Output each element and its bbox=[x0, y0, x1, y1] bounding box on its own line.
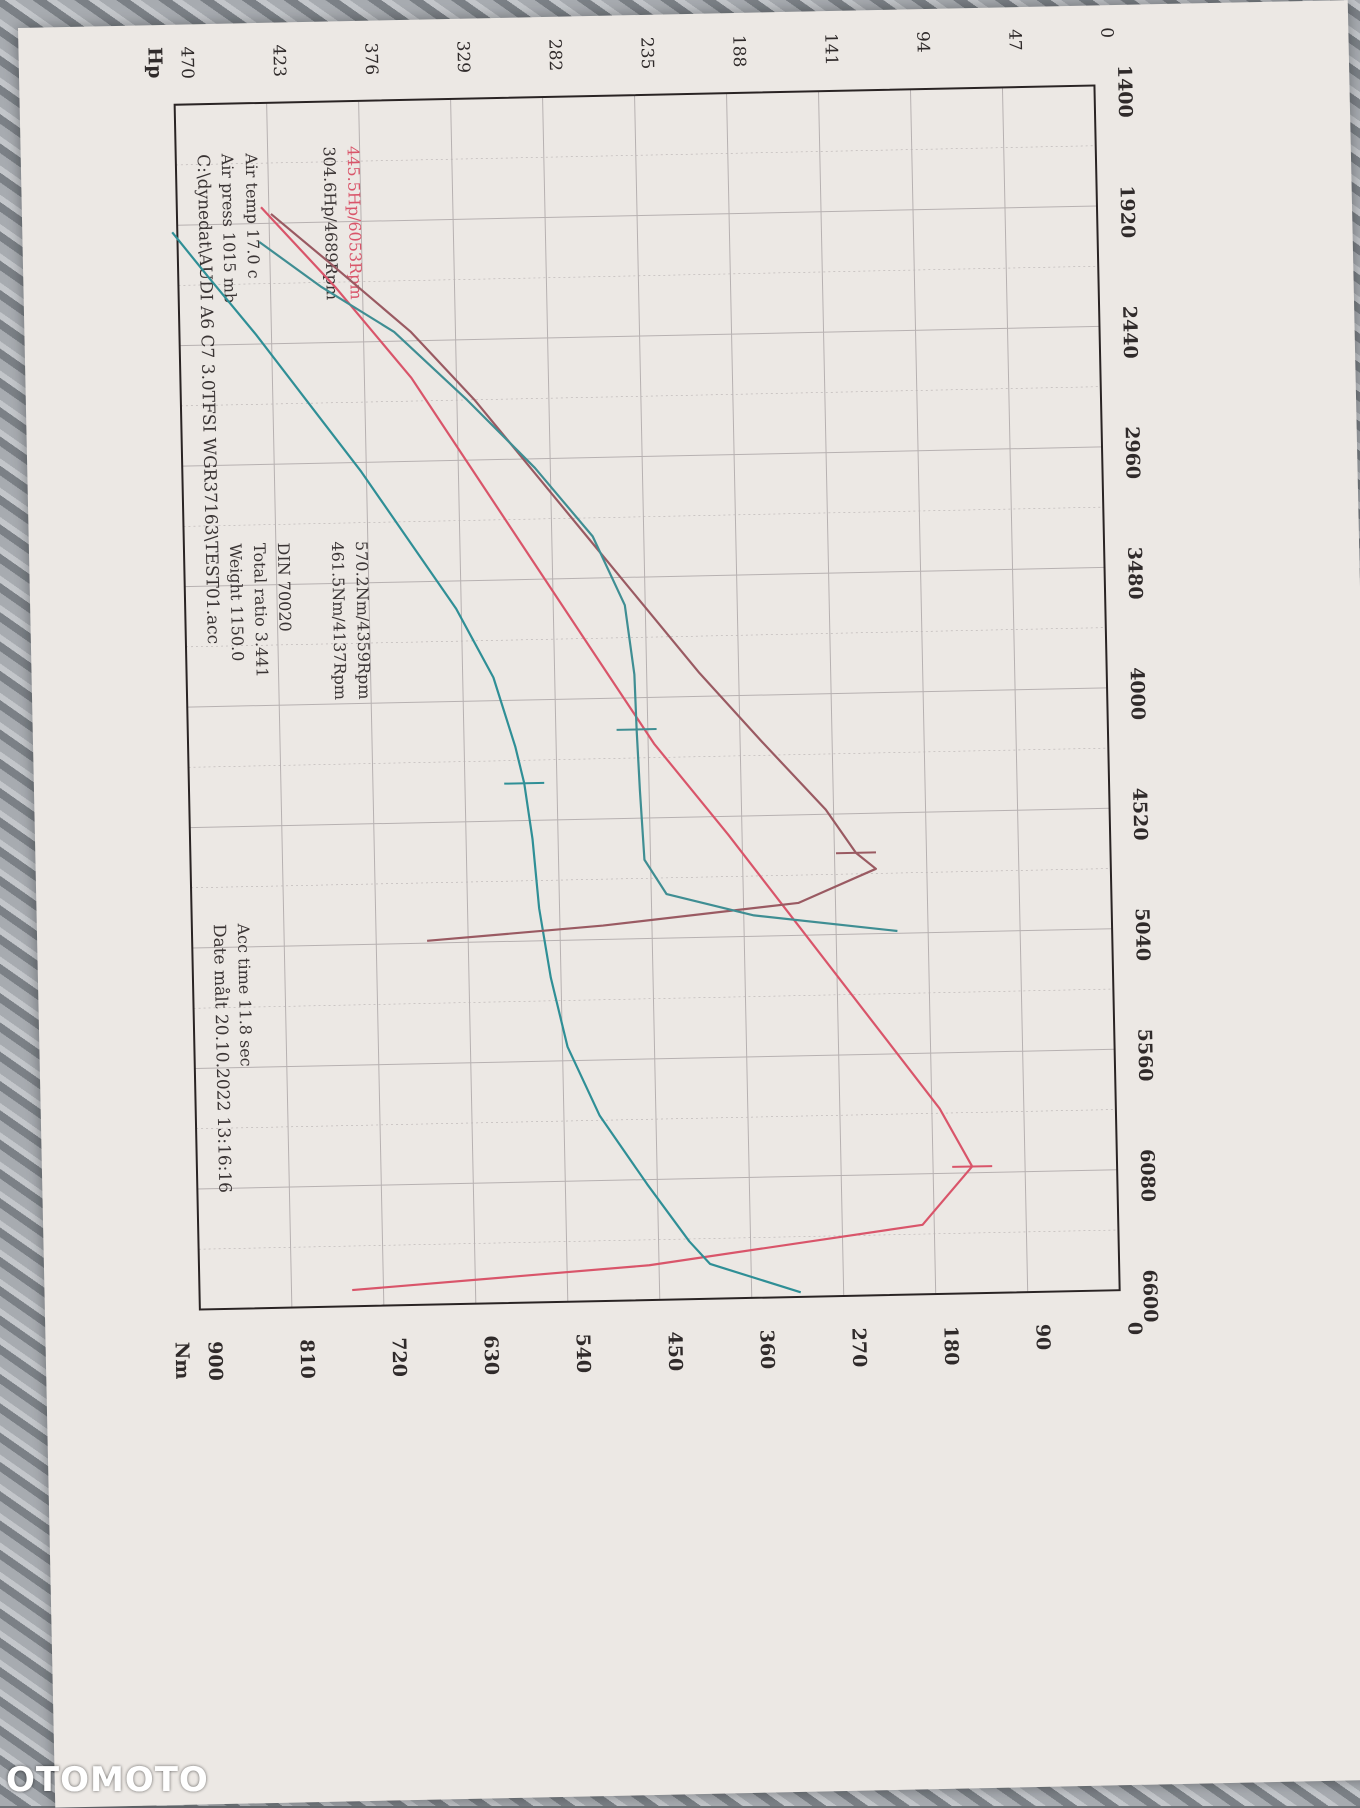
dyno-chart: 1400 1920 2440 2960 3480 4000 4520 5040 5560 6080… bbox=[143, 27, 1161, 1381]
nm-tick-label: 360 bbox=[755, 1329, 778, 1369]
grid-line-value bbox=[1001, 87, 1029, 1293]
hp-tick-label: 329 bbox=[452, 40, 473, 73]
peak-marker-stock-hp bbox=[835, 851, 877, 855]
grid-line-value bbox=[726, 93, 753, 1298]
din-label: DIN 70020 bbox=[274, 542, 295, 632]
peak-marker-stock-nm bbox=[616, 728, 657, 731]
hp-axis-unit: Hp bbox=[143, 47, 166, 79]
x-tick-label: 1400 bbox=[1113, 65, 1136, 118]
grid-line-value bbox=[542, 97, 569, 1302]
grid-line-value bbox=[450, 98, 477, 1304]
grid-line-value bbox=[634, 95, 661, 1300]
hp-tick-label: 141 bbox=[820, 33, 841, 66]
series-line-stock-hp bbox=[270, 213, 877, 942]
acc-time-label: Acc time 11.8 sec bbox=[234, 922, 256, 1067]
peak-marker-tuned-hp bbox=[952, 1165, 993, 1168]
grid-line-value bbox=[358, 100, 385, 1306]
total-ratio-label: Total ratio 3.441 bbox=[250, 543, 272, 678]
nm-tick-label: 450 bbox=[663, 1331, 686, 1371]
hp-tick-label: 94 bbox=[912, 31, 932, 53]
x-tick-label: 3480 bbox=[1123, 547, 1146, 600]
date-label: Date målt 20.10.2022 13:16:16 bbox=[209, 924, 235, 1193]
hp-tick-label: 470 bbox=[176, 46, 197, 79]
x-tick-label: 6600 bbox=[1138, 1269, 1161, 1322]
weight-label: Weight 1150.0 bbox=[226, 543, 247, 661]
watermark-logo: OTOMOTO bbox=[6, 1760, 209, 1800]
nm-tick-label: 810 bbox=[296, 1339, 319, 1379]
x-tick-label: 4000 bbox=[1126, 667, 1149, 720]
nm-tick-label: 630 bbox=[479, 1335, 502, 1375]
stock-nm-peak-label: 461.5Nm/4137Rpm bbox=[328, 541, 350, 700]
hp-tick-label: 0 bbox=[1096, 27, 1116, 38]
x-tick-label: 2440 bbox=[1118, 306, 1141, 359]
tuned-nm-peak-label: 570.2Nm/4359Rpm bbox=[352, 541, 374, 700]
x-tick-label: 6080 bbox=[1136, 1149, 1159, 1202]
dyno-sheet: 1400 1920 2440 2960 3480 4000 4520 5040 5560 6080… bbox=[18, 0, 1360, 1808]
hp-tick-label: 188 bbox=[728, 35, 749, 68]
hp-tick-label: 47 bbox=[1004, 29, 1024, 51]
x-tick-label: 5040 bbox=[1131, 908, 1154, 961]
file-path-label: C:\dynedat\AUDI A6 C7 3.0TFSI WGR37163\T… bbox=[193, 154, 223, 644]
hp-tick-label: 376 bbox=[360, 42, 381, 75]
grid-line-value bbox=[818, 91, 845, 1296]
nm-axis-unit: Nm bbox=[171, 1342, 194, 1380]
nm-tick-label: 720 bbox=[388, 1337, 411, 1377]
nm-tick-label: 0 bbox=[1123, 1322, 1145, 1336]
x-tick-label: 1920 bbox=[1116, 185, 1139, 238]
tuned-hp-peak-label: 445.5Hp/6053Rpm bbox=[344, 146, 366, 300]
x-tick-label: 2960 bbox=[1121, 426, 1144, 479]
peak-marker-tuned-nm bbox=[504, 781, 545, 785]
x-tick-label: 5560 bbox=[1133, 1028, 1156, 1081]
x-tick-label: 4520 bbox=[1128, 787, 1151, 840]
stock-hp-peak-label: 304.6Hp/4689Rpm bbox=[320, 146, 342, 300]
plot-frame bbox=[173, 84, 1121, 1311]
series-line-tuned-hp bbox=[260, 206, 974, 1292]
series-line-tuned-nm bbox=[171, 231, 802, 1294]
series-line-stock-nm bbox=[258, 241, 898, 933]
nm-tick-label: 270 bbox=[847, 1327, 870, 1367]
air-temp-label: Air temp 17.0 c bbox=[242, 152, 264, 279]
nm-tick-label: 540 bbox=[571, 1333, 594, 1373]
nm-tick-label: 180 bbox=[939, 1326, 962, 1366]
hp-tick-label: 235 bbox=[636, 37, 657, 70]
hp-tick-label: 282 bbox=[544, 39, 565, 72]
air-press-label: Air press 1015 mb bbox=[218, 152, 240, 303]
hp-tick-label: 423 bbox=[268, 44, 289, 77]
grid-line-value bbox=[266, 102, 293, 1308]
nm-tick-label: 90 bbox=[1031, 1324, 1054, 1351]
grid-line-value bbox=[909, 89, 937, 1295]
nm-tick-label: 900 bbox=[204, 1341, 227, 1381]
